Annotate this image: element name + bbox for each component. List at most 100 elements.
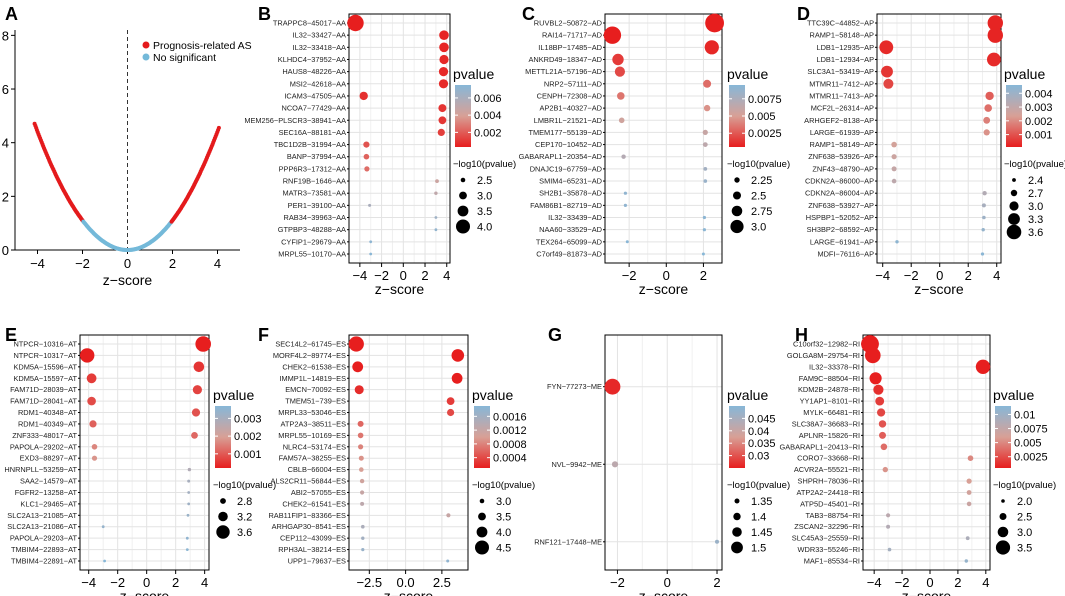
data-point <box>895 240 899 244</box>
size-legend-label: 2.7 <box>1028 188 1043 200</box>
y-tick-label: ANKRD49−18347−AD <box>528 55 602 64</box>
colorbar-label: 0.002 <box>234 431 262 443</box>
panel-label-e: E <box>5 325 17 345</box>
data-point <box>352 361 364 373</box>
data-point <box>193 361 205 373</box>
data-point <box>359 467 364 472</box>
legend-marker-a <box>142 53 150 61</box>
y-tick-label: NTPCR−10316−AT <box>13 340 77 349</box>
y-tick-label: RAMP1−58149−AP <box>809 140 874 149</box>
data-point <box>451 349 465 362</box>
y-tick-label: SLC45A3−25559−RI <box>792 534 860 543</box>
data-point <box>982 191 987 196</box>
data-point <box>983 129 990 136</box>
x-tick-label: −2 <box>374 268 389 283</box>
data-point <box>358 444 364 450</box>
y-tick-label-a: 8 <box>2 28 9 43</box>
data-point <box>891 178 897 184</box>
y-tick-label: RUVBL2−50872−AD <box>534 19 602 28</box>
size-legend-dot <box>997 526 1009 538</box>
y-tick-label: HSPBP1−52052−AP <box>806 213 874 222</box>
size-legend-label: 3.6 <box>1028 227 1043 239</box>
size-legend-label: 3.5 <box>477 206 492 218</box>
plot-frame <box>79 334 210 571</box>
y-tick-label: TMEM51−739−ES <box>285 397 346 406</box>
data-point <box>987 52 1001 67</box>
x-tick-label: 2.5 <box>433 575 451 590</box>
x-tick-label-a: −2 <box>75 256 90 271</box>
x-tick-label: −4 <box>875 268 890 283</box>
y-tick-label: APLNR−15826−RI <box>799 431 860 440</box>
data-point <box>359 91 368 101</box>
y-tick-label: SH3BP2−68592−AP <box>807 225 874 234</box>
y-tick-label: MDFI−76116−AP <box>817 250 874 259</box>
x-tick-label-a: 4 <box>214 256 221 271</box>
size-legend-dot <box>732 527 742 537</box>
y-tick-label: MTMR11−7413−AP <box>809 91 874 100</box>
y-tick-label: RDM1−40348−AT <box>18 408 78 417</box>
x-tick-label: 0.0 <box>397 575 415 590</box>
panel-label-g: G <box>548 325 562 345</box>
y-tick-label: CEP170−10452−AD <box>535 140 602 149</box>
pvalue-colorbar <box>455 85 471 147</box>
data-point <box>964 559 968 563</box>
y-tick-label: BANP−37994−AA <box>287 152 346 161</box>
size-legend-dot <box>1009 201 1019 211</box>
y-tick-label: FAM71D−28039−AT <box>10 385 77 394</box>
data-point <box>185 548 189 551</box>
data-point <box>880 443 888 451</box>
y-tick-label-a: 0 <box>2 243 9 258</box>
y-tick-label: KLC1−29465−AT <box>20 499 77 508</box>
y-tick-label: SEC16A−88181−AA <box>279 128 346 137</box>
data-point <box>984 104 992 112</box>
y-tick-label: MCF2L−26314−AP <box>811 104 874 113</box>
data-point <box>347 14 364 32</box>
legend-title-size: −log10(pvalue) <box>993 480 1056 491</box>
y-tick-label: MEM256−PLSCR3−38941−AA <box>244 116 346 125</box>
size-legend-dot <box>457 205 469 217</box>
data-point <box>368 203 372 207</box>
y-tick-label-a: 6 <box>2 82 9 97</box>
volcano-point <box>216 125 221 130</box>
size-legend-dot <box>999 513 1007 520</box>
plot-frame-border <box>604 13 723 264</box>
plot-frame <box>604 334 723 571</box>
plot-frame-border <box>876 13 1002 264</box>
data-point <box>705 13 724 33</box>
size-legend-dot <box>459 191 467 200</box>
size-legend-dot <box>1008 213 1020 225</box>
data-point <box>891 166 897 172</box>
colorbar-label: 0.005 <box>1014 438 1042 450</box>
y-tick-label: TAB3−88754−RI <box>805 511 860 520</box>
data-point <box>434 228 438 232</box>
colorbar-label: 0.001 <box>1025 130 1053 142</box>
data-point <box>873 384 884 395</box>
y-tick-label: TTC39C−44852−AP <box>807 19 874 28</box>
x-tick-label: −4 <box>352 268 367 283</box>
y-tick-label: CDKN2A−86000−AP <box>805 177 874 186</box>
legend-title-pvalue: pvalue <box>727 66 768 82</box>
y-tick-label: ATP2A2−24418−RI <box>796 488 860 497</box>
y-tick-label: KDM2B−24878−RI <box>798 385 860 394</box>
colorbar-label: 0.003 <box>1025 102 1053 114</box>
data-point <box>981 228 985 232</box>
colorbar-label: 0.01 <box>1014 409 1035 421</box>
data-point <box>451 372 463 384</box>
y-tick-label: WDR33−55246−RI <box>798 545 860 554</box>
x-tick-label: −2 <box>110 575 125 590</box>
data-point <box>438 67 449 77</box>
y-tick-label: SLC2A13−21086−AT <box>7 522 77 531</box>
x-tick-label: −2 <box>610 575 625 590</box>
y-tick-label: LDB1−12935−AP <box>816 43 874 52</box>
y-tick-label: FAM86B1−82719−AD <box>530 201 602 210</box>
x-tick-label: 4 <box>201 575 208 590</box>
y-tick-label: PER1−39100−AA <box>288 201 346 210</box>
y-tick-label: MYLK−66481−RI <box>803 408 860 417</box>
y-tick-label: MATR3−73581−AA <box>282 189 346 198</box>
y-tick-label: RPH3AL−38214−ES <box>278 545 346 554</box>
y-tick-label: ABI2−57055−ES <box>291 488 346 497</box>
panel-b: B TRAPPC8−45017−AA IL32−33427−AA IL32−33418… <box>244 4 516 297</box>
x-tick-label: 0 <box>926 575 933 590</box>
data-point <box>360 490 365 495</box>
colorbar-label: 0.04 <box>748 426 769 438</box>
